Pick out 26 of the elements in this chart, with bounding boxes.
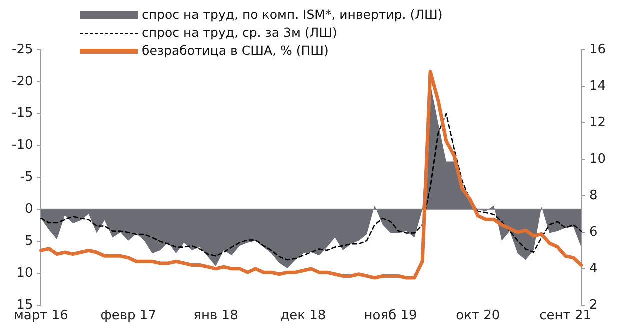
legend-label: спрос на труд, по комп. ISM*, инвертир. (ЛШ) xyxy=(142,6,443,24)
line-series xyxy=(40,113,582,261)
x-tick-label: нояб 19 xyxy=(364,308,418,324)
y-tick-label: -20 xyxy=(12,74,34,90)
y2-tick-label: 12 xyxy=(589,115,606,130)
x-tick-label: окт 20 xyxy=(456,308,500,324)
x-tick-label: февр 17 xyxy=(100,308,156,324)
y-tick-label: -10 xyxy=(12,138,34,154)
y2-tick-label: 6 xyxy=(589,224,598,240)
y-tick-label: 5 xyxy=(24,234,34,249)
y-tick-label: -25 xyxy=(12,42,34,58)
y2-tick-label: 8 xyxy=(589,188,598,204)
x-tick-label: дек 18 xyxy=(280,308,326,324)
y2-tick-label: 10 xyxy=(589,152,606,167)
y-tick-label: 0 xyxy=(24,202,34,217)
y2-tick-label: 4 xyxy=(589,261,598,276)
y-tick-label: 10 xyxy=(16,266,34,281)
y-tick-label: -5 xyxy=(20,170,34,186)
y2-tick-label: 2 xyxy=(589,298,598,313)
y-tick-label: -15 xyxy=(12,106,34,122)
x-tick-label: янв 18 xyxy=(194,308,238,324)
y2-tick-label: 14 xyxy=(589,78,606,94)
legend-label: спрос на труд, ср. за 3м (ЛШ) xyxy=(142,24,338,42)
legend-label: безработица в США, % (ПШ) xyxy=(142,42,329,60)
y2-tick-label: 16 xyxy=(589,42,606,58)
x-tick-label: сент 21 xyxy=(540,308,592,324)
